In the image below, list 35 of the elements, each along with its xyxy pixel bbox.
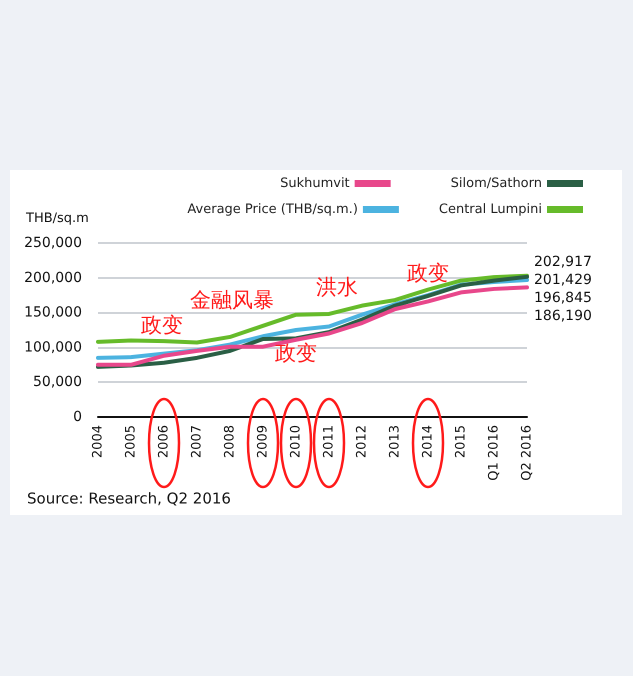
y-tick-label: 50,000: [33, 374, 82, 390]
y-tick-label: 150,000: [24, 304, 82, 321]
y-tick-label: 100,000: [24, 339, 82, 356]
x-tick-label: 2015: [454, 425, 468, 458]
annotation: 政变: [275, 341, 317, 365]
annotation: 政变: [407, 261, 449, 285]
y-tick-label: 250,000: [24, 235, 82, 251]
legend-label: Sukhumvit: [280, 176, 350, 191]
data-label: 186,190: [534, 308, 592, 324]
x-tick-label: Q1 2016: [486, 425, 502, 481]
x-tick-label: 2013: [388, 425, 402, 458]
x-tick-label: 2005: [124, 425, 138, 458]
x-tick-label: 2014: [420, 425, 436, 458]
x-tick-label: 2011: [322, 425, 336, 458]
x-tick-label: 2009: [256, 425, 270, 458]
legend-label: Central Lumpini: [438, 202, 542, 217]
annotation: 洪水: [316, 275, 358, 299]
x-tick-label: Q2 2016: [520, 425, 534, 481]
y-tick-label: 0: [73, 409, 82, 425]
y-axis-title: THB/sq.m: [25, 211, 89, 226]
x-tick-label: 2007: [190, 425, 204, 458]
x-tick-label: 2012: [354, 425, 370, 458]
x-tick-label: 2006: [156, 425, 172, 458]
legend-label: Silom/Sathorn: [450, 176, 542, 191]
legend-label: Average Price (THB/sq.m.): [187, 202, 358, 217]
y-tick-label: 200,000: [24, 270, 82, 286]
x-tick-label: 2004: [90, 425, 106, 458]
x-tick-label: 2010: [288, 425, 304, 458]
data-label: 201,429: [534, 272, 592, 288]
data-label: 202,917: [534, 254, 592, 270]
annotation: 政变: [141, 313, 183, 337]
annotation: 金融风暴: [190, 288, 274, 312]
data-label: 196,845: [534, 290, 592, 306]
source-note: Source: Research, Q2 2016: [27, 490, 231, 508]
x-tick-label: 2008: [222, 425, 238, 458]
